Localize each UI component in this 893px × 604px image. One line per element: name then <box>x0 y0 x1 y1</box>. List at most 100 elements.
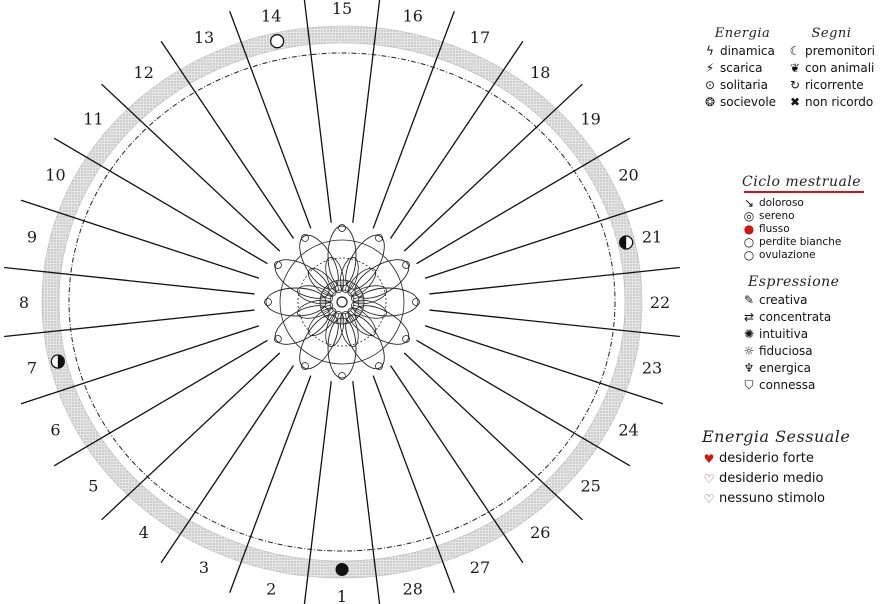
arrows-icon: ⇄ <box>743 310 755 324</box>
paw-icon: ❦ <box>789 61 801 75</box>
day-label: 16 <box>403 6 423 25</box>
mandala-ray <box>347 282 354 292</box>
mandala-ray <box>344 313 349 324</box>
legend-item-nessuno-stimolo: ♡ nessuno stimolo <box>702 489 850 509</box>
mandala-petal <box>339 311 359 347</box>
mandala-ray <box>352 290 362 297</box>
legend-item-label: creativa <box>759 293 808 307</box>
mandala-ray <box>322 307 332 314</box>
discharge-icon: ⚡ <box>705 61 715 75</box>
day-label: 6 <box>50 421 60 440</box>
mandala-bead <box>375 234 383 242</box>
legend-espressione: Espressione ✎ creativa ⇄ concentrata ✺ intuit… <box>742 274 839 394</box>
legend-item-label: energica <box>759 361 811 375</box>
mandala-bead <box>264 298 272 306</box>
mandala-ray <box>353 304 364 309</box>
spiral-icon: ◎ <box>743 209 755 223</box>
legend-item-label: desiderio medio <box>719 471 824 486</box>
legend-title: Energia <box>714 26 771 41</box>
mandala-bead <box>274 261 282 269</box>
moon-phases <box>50 34 634 576</box>
legend-item-scarica: ⚡ scarica <box>703 60 776 77</box>
wheel-spokes <box>4 0 680 604</box>
pencil-icon: ✎ <box>743 293 755 307</box>
mandala-ring <box>297 257 387 347</box>
day-label: 22 <box>650 293 670 312</box>
mandala-ray <box>350 286 358 294</box>
day-label: 20 <box>618 165 638 184</box>
day-label: 9 <box>27 228 37 247</box>
legend-item-ricorrente: ↻ ricorrente <box>788 77 875 94</box>
spoke-line <box>370 11 455 235</box>
mandala-ray <box>335 313 340 324</box>
spoke-line <box>351 373 381 604</box>
mandala-bead <box>338 372 346 380</box>
mandala-ring <box>279 239 405 365</box>
spoke-line <box>403 83 583 252</box>
legend-item-label: concentrata <box>759 310 832 324</box>
day-label: 27 <box>470 558 490 577</box>
legend-item-solitaria: ⊙ solitaria <box>703 77 776 94</box>
legend-item-con-animali: ❦ con animali <box>788 60 875 77</box>
spoke-line <box>303 0 333 231</box>
day-label: 15 <box>332 0 352 18</box>
day-label: 2 <box>266 580 276 599</box>
legend-item-label: non ricordo <box>805 95 874 109</box>
legend-item-label: ovulazione <box>759 249 816 261</box>
mandala-ray <box>347 312 354 322</box>
legend-title: Ciclo mestruale <box>742 174 862 190</box>
legend-list: ↘ doloroso ◎ sereno ● flusso ○ perdite bianche ○… <box>742 197 864 262</box>
spoke-line <box>370 369 455 593</box>
figure-icon: ♆ <box>743 361 755 375</box>
spoke-line <box>101 352 281 521</box>
legend-title: Segni <box>811 26 852 41</box>
heart-outline-icon: ♡ <box>703 472 715 486</box>
full-moon-icon <box>269 34 285 49</box>
mandala-petal <box>351 285 387 305</box>
lightning-icon: ϟ <box>706 44 714 58</box>
legend-item-label: perdite bianche <box>759 236 842 248</box>
legend-item-creativa: ✎ creativa <box>742 292 839 309</box>
spoke-line <box>388 40 524 242</box>
day-label: 4 <box>139 523 149 542</box>
mandala-bead <box>338 224 346 232</box>
legend-item-socievole: ❂ socievole <box>703 94 776 111</box>
legend-sessuale: Energia Sessuale ♥ desiderio forte ♡ deside… <box>702 427 850 509</box>
spoke-line <box>160 40 296 242</box>
heart-filled-icon: ♥ <box>703 452 715 466</box>
legend-item-label: nessuno stimolo <box>719 491 826 506</box>
day-label: 5 <box>88 476 98 495</box>
day-label: 1 <box>337 587 347 604</box>
legend-item-label: flusso <box>759 223 790 235</box>
legend-item-perdite-bianche: ○ perdite bianche <box>742 236 864 249</box>
spoke-line <box>160 362 296 564</box>
spoke-line <box>20 325 260 405</box>
day-label: 18 <box>530 63 550 82</box>
legend-title: Energia Sessuale <box>702 427 851 446</box>
new-moon-icon <box>335 563 349 576</box>
day-label: 28 <box>403 580 423 599</box>
legend-list: ♥ desiderio forte ♡ desiderio medio ♡ nessuno… <box>702 449 850 509</box>
spoke-line <box>416 339 631 467</box>
spoke-line <box>303 373 333 604</box>
day-label: 26 <box>530 523 550 542</box>
mandala-petal <box>297 285 333 305</box>
day-label: 10 <box>45 165 65 184</box>
legend-list: ϟ dinamica ⚡ scarica ⊙ solitaria ❂ socievole <box>703 43 776 111</box>
mandala-bead <box>301 362 309 370</box>
mandala-petal <box>347 307 377 337</box>
mandala-ray <box>330 282 337 292</box>
mandala-ray <box>344 280 349 291</box>
mandala-bead <box>274 335 282 343</box>
circle-icon: ○ <box>743 248 755 262</box>
legend-item-intuitiva: ✺ intuitiva <box>742 326 839 343</box>
legend-item-sereno: ◎ sereno <box>742 210 864 223</box>
cross-icon: ✖ <box>789 95 801 109</box>
mandala-ray <box>335 280 340 291</box>
legend-energia: Energia ϟ dinamica ⚡ scarica ⊙ solitaria ❂ soci… <box>703 26 776 111</box>
mandala-ray <box>326 310 334 318</box>
last-quarter-icon <box>619 235 634 250</box>
legend-ciclo: Ciclo mestruale ↘ doloroso ◎ sereno ● flusso ○… <box>742 174 864 262</box>
legend-item-desiderio-forte: ♥ desiderio forte <box>702 449 850 469</box>
